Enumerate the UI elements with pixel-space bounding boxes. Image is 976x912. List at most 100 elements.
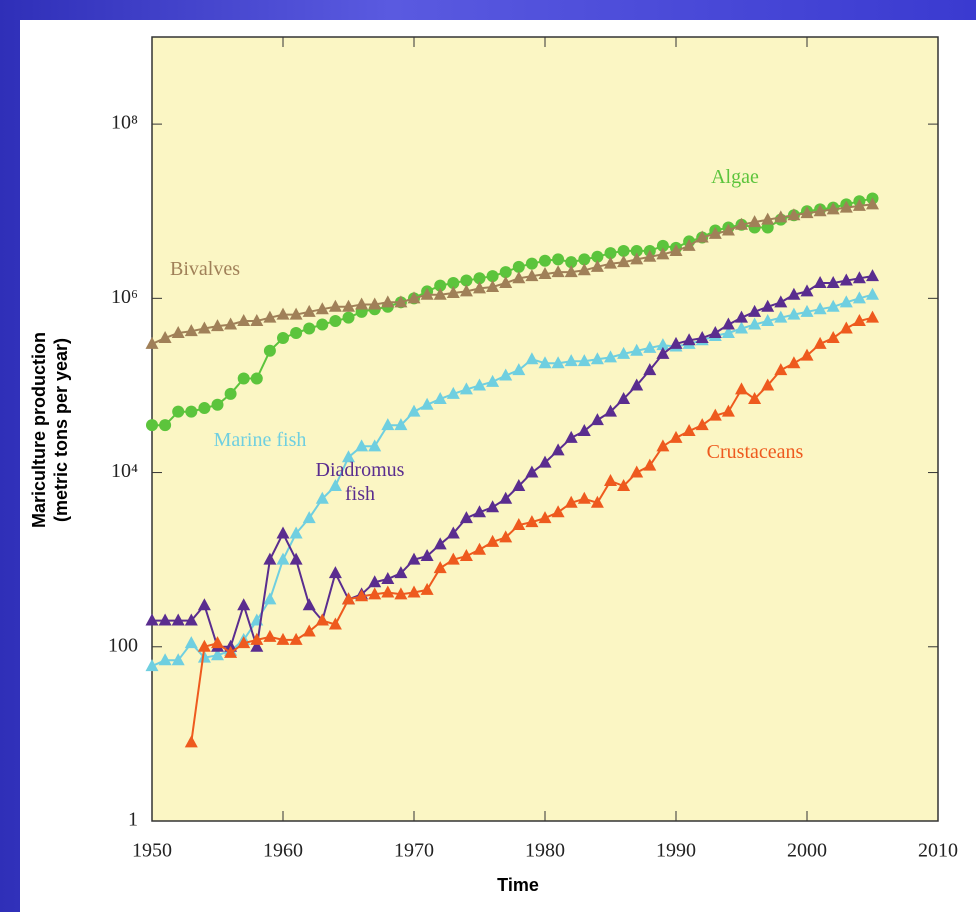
marker — [185, 405, 198, 418]
marker — [669, 336, 683, 349]
marker — [459, 549, 473, 562]
marker — [695, 230, 709, 243]
marker — [512, 260, 525, 273]
marker — [499, 530, 513, 543]
marker — [512, 271, 526, 284]
marker — [564, 265, 578, 278]
marker — [813, 204, 827, 217]
y-tick-label: 10⁶ — [111, 286, 138, 308]
marker — [198, 402, 211, 415]
marker — [826, 331, 840, 344]
marker — [211, 648, 224, 661]
marker — [525, 352, 539, 365]
marker — [302, 511, 316, 524]
series-label: Marine fish — [213, 429, 307, 451]
marker — [499, 266, 512, 279]
marker — [342, 299, 355, 312]
marker — [839, 273, 853, 286]
marker — [263, 592, 277, 605]
marker — [708, 325, 722, 338]
marker — [342, 450, 355, 463]
marker — [617, 244, 630, 257]
marker — [394, 418, 408, 431]
marker — [721, 325, 735, 338]
marker — [551, 443, 565, 456]
marker — [577, 263, 591, 276]
marker — [276, 307, 290, 320]
marker — [512, 363, 526, 376]
marker — [459, 284, 473, 297]
marker — [826, 275, 840, 288]
marker — [800, 348, 814, 361]
marker — [630, 252, 644, 265]
marker — [184, 735, 198, 748]
marker — [866, 287, 879, 300]
marker — [302, 624, 316, 637]
marker — [381, 571, 395, 584]
marker — [708, 226, 722, 239]
x-tick-label: 1950 — [132, 840, 172, 862]
marker — [328, 299, 342, 312]
marker — [486, 279, 500, 292]
marker — [761, 378, 775, 391]
x-tick-label: 1970 — [394, 840, 434, 862]
marker — [263, 629, 277, 642]
marker — [656, 338, 670, 351]
marker — [197, 650, 211, 663]
marker — [774, 363, 788, 376]
marker — [263, 310, 277, 323]
marker — [578, 253, 591, 266]
marker — [328, 479, 342, 492]
marker — [250, 632, 264, 645]
marker — [434, 279, 447, 292]
marker — [682, 333, 696, 346]
marker — [211, 636, 224, 649]
marker — [525, 269, 539, 282]
marker — [499, 368, 513, 381]
marker — [721, 223, 735, 236]
marker — [159, 419, 172, 432]
y-axis-title: Mariculture production — [29, 332, 49, 528]
marker — [237, 598, 251, 611]
marker — [433, 391, 447, 404]
marker — [538, 267, 552, 280]
marker — [721, 404, 735, 417]
marker — [368, 297, 382, 310]
marker — [446, 386, 460, 399]
marker — [459, 382, 473, 395]
marker — [433, 287, 447, 300]
marker — [433, 537, 447, 550]
marker — [289, 307, 303, 320]
marker — [539, 254, 551, 267]
marker — [577, 354, 591, 367]
marker — [145, 659, 159, 672]
marker — [617, 479, 631, 492]
marker — [787, 208, 801, 221]
marker — [525, 465, 539, 478]
marker — [512, 479, 526, 492]
marker — [263, 552, 277, 565]
marker — [171, 613, 185, 626]
plot-area — [151, 36, 939, 822]
marker — [290, 326, 303, 339]
marker — [315, 491, 329, 504]
marker — [604, 404, 617, 417]
marker — [590, 259, 604, 272]
marker — [486, 500, 500, 513]
marker — [237, 372, 250, 385]
marker — [839, 200, 853, 213]
marker — [590, 352, 604, 365]
marker — [394, 587, 408, 600]
marker — [656, 439, 670, 452]
marker — [473, 281, 486, 294]
y-axis-title: (metric tons per year) — [51, 338, 71, 522]
marker — [617, 346, 631, 359]
marker — [342, 311, 355, 324]
marker — [473, 505, 486, 518]
marker — [263, 344, 276, 357]
marker — [146, 419, 158, 432]
marker — [407, 291, 421, 304]
x-tick-label: 2000 — [787, 840, 827, 862]
marker — [237, 313, 251, 326]
marker — [381, 418, 395, 431]
